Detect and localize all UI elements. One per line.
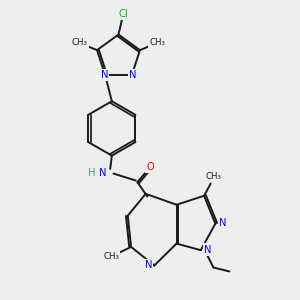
Text: N: N [99, 168, 106, 178]
Text: N: N [204, 244, 212, 254]
Text: CH₃: CH₃ [149, 38, 165, 47]
Text: CH₃: CH₃ [206, 172, 221, 182]
Text: H: H [88, 168, 96, 178]
Text: CH₃: CH₃ [72, 38, 88, 47]
Text: CH₃: CH₃ [103, 252, 119, 261]
Text: N: N [219, 218, 226, 228]
Text: O: O [146, 162, 154, 172]
Text: N: N [101, 70, 108, 80]
Text: Cl: Cl [118, 9, 128, 19]
Text: N: N [145, 260, 152, 271]
Text: N: N [129, 70, 136, 80]
